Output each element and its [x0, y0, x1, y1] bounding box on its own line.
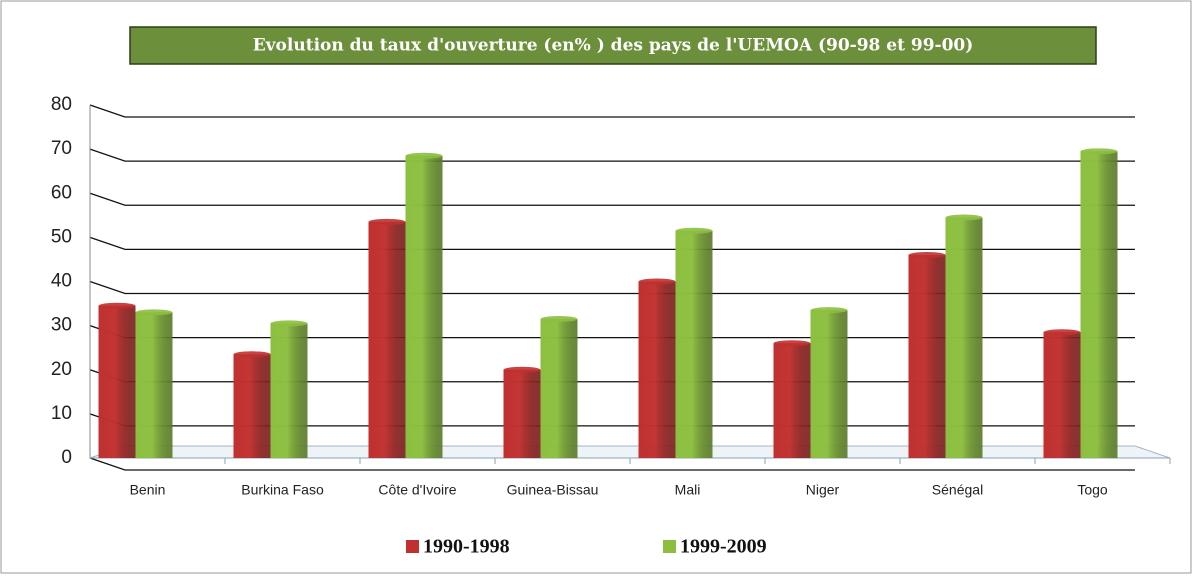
- x-tick-label: Mali: [675, 482, 701, 498]
- bar-group: [405, 152, 443, 458]
- x-tick-label: Niger: [806, 482, 840, 498]
- bar-top: [135, 309, 173, 316]
- bar-group: [98, 302, 136, 458]
- bar-top: [233, 351, 271, 358]
- x-tick-label: Benin: [130, 482, 166, 498]
- grid-line: [89, 148, 1135, 162]
- bar-group: [908, 252, 946, 458]
- bar-top: [773, 340, 811, 347]
- bar-shade: [540, 319, 578, 458]
- grid-line: [89, 457, 1135, 471]
- bar-group: [945, 214, 983, 458]
- y-tick-label: 30: [51, 315, 72, 336]
- bar-top: [503, 366, 541, 373]
- legend-label: 1990-1998: [423, 536, 510, 558]
- x-tick-label: Guinea-Bissau: [507, 482, 599, 498]
- bar-shade: [405, 155, 443, 458]
- grid-line: [89, 104, 1135, 118]
- bar-shade: [908, 255, 946, 458]
- bar-group: [233, 351, 271, 458]
- bar-shade: [675, 230, 713, 458]
- bar-group: [675, 227, 713, 458]
- legend-swatch: [406, 540, 419, 553]
- bar-top: [368, 218, 406, 225]
- grid-line: [89, 280, 1135, 295]
- grid-line: [89, 192, 1135, 206]
- x-tick-label: Togo: [1077, 482, 1108, 498]
- bar-group: [540, 316, 578, 458]
- title-box: [129, 26, 1097, 65]
- bar-shade: [773, 343, 811, 458]
- bar-group: [773, 340, 811, 458]
- bar-top: [1080, 148, 1118, 155]
- bar-top: [945, 214, 983, 221]
- bar-group: [1080, 148, 1118, 459]
- x-tick-label: Sénégal: [932, 482, 983, 498]
- bar-shade: [810, 310, 848, 458]
- bar-group: [638, 278, 676, 458]
- bar-shade: [270, 323, 308, 458]
- bar-top: [270, 320, 308, 327]
- bar-group: [270, 320, 308, 458]
- x-tick-label: Côte d'Ivoire: [378, 482, 456, 498]
- bar-shade: [638, 281, 676, 458]
- y-tick-label: 10: [51, 403, 72, 424]
- bar-top: [908, 252, 946, 259]
- y-tick-label: 0: [61, 447, 72, 468]
- bar-group: [368, 218, 406, 458]
- bar-group: [810, 307, 848, 458]
- bar-shade: [98, 305, 136, 458]
- bar-top: [810, 307, 848, 314]
- bar-shade: [1043, 332, 1081, 458]
- bar-group: [503, 366, 541, 458]
- bar-top: [405, 152, 443, 159]
- bar-top: [1043, 329, 1081, 336]
- legend-swatch: [663, 540, 676, 553]
- bar-top: [675, 227, 713, 234]
- bar-shade: [135, 312, 173, 458]
- y-tick-label: 20: [51, 359, 72, 380]
- y-tick-label: 50: [51, 226, 72, 247]
- bar-shade: [503, 369, 541, 458]
- bar-shade: [945, 217, 983, 458]
- y-tick-label: 40: [51, 271, 72, 292]
- bar-top: [98, 302, 136, 309]
- legend-label: 1999-2009: [680, 536, 767, 558]
- bar-shade: [368, 221, 406, 458]
- y-tick-label: 70: [51, 138, 72, 159]
- y-tick-label: 60: [51, 182, 72, 203]
- bar-shade: [233, 354, 271, 458]
- bar-top: [540, 316, 578, 323]
- bar-shade: [1080, 151, 1118, 459]
- y-tick-label: 80: [51, 94, 72, 115]
- grid-line: [89, 236, 1135, 251]
- bar-group: [1043, 329, 1081, 458]
- chart-title: Evolution du taux d'ouverture (en% ) des…: [253, 36, 974, 56]
- x-tick-label: Burkina Faso: [241, 482, 324, 498]
- bar-top: [638, 278, 676, 285]
- bar-group: [135, 309, 173, 458]
